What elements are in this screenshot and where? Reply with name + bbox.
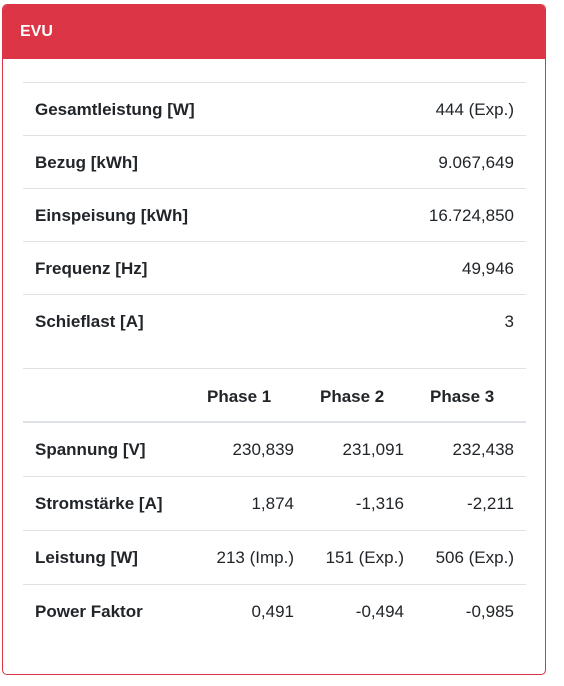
phase-row-power-factor: Power Faktor 0,491 -0,494 -0,985 xyxy=(23,585,526,639)
summary-row-unbalanced-load: Schieflast [A] 3 xyxy=(23,294,526,347)
phase-row-label: Spannung [V] xyxy=(35,440,146,459)
summary-value: 9.067,649 xyxy=(438,153,514,172)
phase-row-label: Leistung [W] xyxy=(35,548,138,567)
phase-1-value: 0,491 xyxy=(251,602,294,621)
card-title: EVU xyxy=(20,23,53,40)
summary-value: 49,946 xyxy=(462,259,514,278)
summary-row-frequency: Frequenz [Hz] 49,946 xyxy=(23,241,526,294)
summary-label: Bezug [kWh] xyxy=(35,153,138,172)
phase-3-value: -2,211 xyxy=(467,494,514,513)
phase-row-current: Stromstärke [A] 1,874 -1,316 -2,211 xyxy=(23,477,526,531)
summary-label: Schieflast [A] xyxy=(35,312,144,331)
phase-2-value: -1,316 xyxy=(355,494,404,513)
phase-3-value: -0,985 xyxy=(465,602,514,621)
phase-3-value: 506 (Exp.) xyxy=(435,548,514,567)
card-header: EVU xyxy=(3,5,545,59)
phase-2-value: -0,494 xyxy=(355,602,404,621)
phase-1-value: 1,874 xyxy=(251,494,294,513)
phase-2-header: Phase 2 xyxy=(320,387,385,406)
summary-row-import: Bezug [kWh] 9.067,649 xyxy=(23,135,526,188)
summary-row-export: Einspeisung [kWh] 16.724,850 xyxy=(23,188,526,241)
summary-value: 444 (Exp.) xyxy=(435,100,514,119)
summary-label: Einspeisung [kWh] xyxy=(35,206,188,225)
phase-row-label: Stromstärke [A] xyxy=(35,494,163,513)
phase-1-value: 230,839 xyxy=(232,440,294,459)
phase-2-value: 151 (Exp.) xyxy=(325,548,404,567)
summary-label: Gesamtleistung [W] xyxy=(35,100,195,119)
summary-label: Frequenz [Hz] xyxy=(35,259,148,278)
phase-3-value: 232,438 xyxy=(452,440,514,459)
summary-value: 3 xyxy=(504,312,514,331)
phase-1-value: 213 (Imp.) xyxy=(216,548,294,567)
summary-value: 16.724,850 xyxy=(428,206,514,225)
phase-table-header: Phase 1 Phase 2 Phase 3 xyxy=(23,368,526,423)
phase-row-power: Leistung [W] 213 (Imp.) 151 (Exp.) 506 (… xyxy=(23,531,526,585)
phase-3-header: Phase 3 xyxy=(430,387,495,406)
evu-card: EVU Gesamtleistung [W] 444 (Exp.) Bezug … xyxy=(2,4,546,675)
summary-row-total-power: Gesamtleistung [W] 444 (Exp.) xyxy=(23,82,526,135)
phase-1-header: Phase 1 xyxy=(207,387,272,406)
phase-row-voltage: Spannung [V] 230,839 231,091 232,438 xyxy=(23,423,526,477)
phase-row-label: Power Faktor xyxy=(35,602,143,621)
phase-2-value: 231,091 xyxy=(342,440,404,459)
phase-table: Phase 1 Phase 2 Phase 3 Spannung [V] 230… xyxy=(23,368,526,639)
summary-table: Gesamtleistung [W] 444 (Exp.) Bezug [kWh… xyxy=(23,82,526,347)
